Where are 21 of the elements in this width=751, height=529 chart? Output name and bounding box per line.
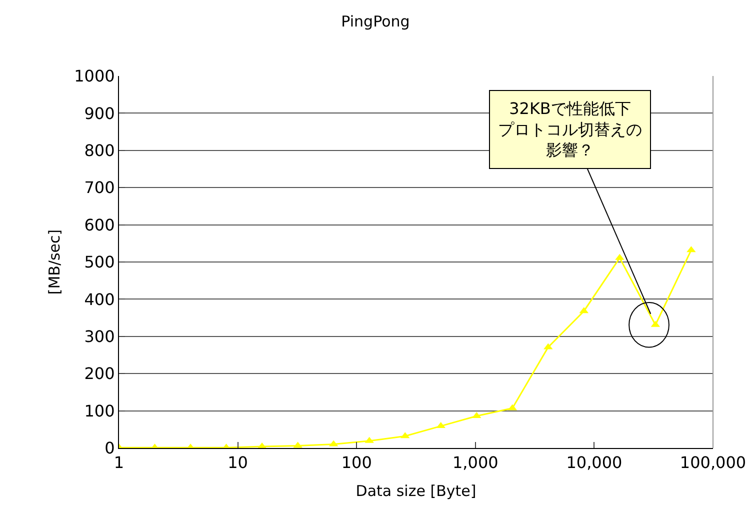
- x-tick-label: 100: [341, 453, 372, 472]
- x-axis-title: Data size [Byte]: [356, 482, 476, 500]
- x-tick-label: 1: [114, 453, 124, 472]
- y-tick-label: 800: [84, 141, 115, 160]
- x-tick-label: 1,000: [452, 453, 498, 472]
- y-tick-label: 900: [84, 104, 115, 123]
- chart-title: PingPong: [341, 12, 410, 30]
- y-tick-label: 100: [84, 401, 115, 420]
- x-tick-label: 10,000: [566, 453, 622, 472]
- x-tick-label: 100,000: [680, 453, 746, 472]
- y-tick-label: 0: [104, 438, 115, 458]
- annotation: 32KBで性能低下プロトコル切替えの影響？: [498, 99, 642, 160]
- y-tick-label: 700: [84, 178, 115, 198]
- y-tick-label: 300: [84, 327, 115, 346]
- y-tick-label: 1000: [74, 66, 115, 86]
- y-tick-label: 500: [84, 252, 115, 272]
- y-tick-label: 600: [84, 215, 115, 234]
- y-tick-label: 200: [84, 364, 115, 384]
- y-axis-title: [MB/sec]: [45, 229, 64, 295]
- x-tick-label: 10: [228, 453, 248, 472]
- y-tick-label: 400: [84, 290, 115, 309]
